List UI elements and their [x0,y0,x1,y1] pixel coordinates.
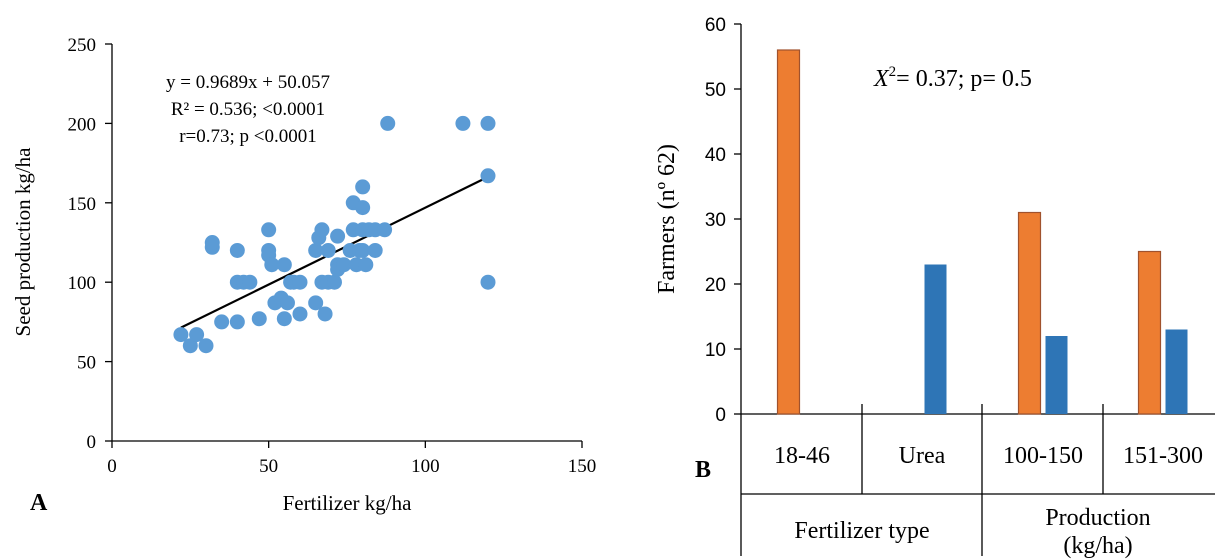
scatter-point [173,327,189,343]
scatter-point [380,115,396,131]
scatter-point [308,295,324,311]
chi-square-annotation: X2= 0.37; p= 0.5 [873,64,1032,92]
bar-panel: 0 10 20 30 40 50 60 18-46 Urea 100-150 151-300 Fe… [654,15,1215,559]
category-label: 100-150 [1003,443,1083,469]
bar-blue [924,264,947,414]
scatter-point [367,242,383,258]
bar-orange [776,49,801,415]
bar-y-tick-label: 40 [705,145,726,166]
scatter-point [355,179,371,195]
scatter-point [251,311,267,327]
regression-annotation: R² = 0.536; <0.0001 [171,99,325,120]
scatter-point [182,338,198,354]
scatter-y-tick-label: 50 [77,353,96,374]
scatter-y-tick-label: 150 [68,194,97,215]
scatter-point [189,327,205,343]
bar-blue [1045,336,1068,414]
bar-orange [1017,211,1042,415]
scatter-point [229,314,245,330]
scatter-point [355,242,371,258]
scatter-point [264,257,280,273]
scatter-point [292,306,308,322]
group-label-production-line2: (kg/ha) [1063,533,1132,559]
scatter-point [317,306,333,322]
scatter-x-axis-label: Fertilizer kg/ha [283,491,413,515]
scatter-point [358,257,374,273]
bar-y-tick-label: 20 [705,275,726,296]
bar-y-tick-label: 30 [705,210,726,231]
bar-y-tick-label: 0 [715,405,726,426]
scatter-point [455,115,471,131]
scatter-point [308,242,324,258]
scatter-point [292,274,308,290]
scatter-point [480,274,496,290]
scatter-x-tick-label: 0 [107,456,117,477]
bar-orange [1137,250,1162,415]
scatter-y-axis-label: Seed production kg/ha [11,147,35,337]
scatter-x-tick-label: 150 [568,456,597,477]
scatter-y-tick-label: 100 [68,273,97,294]
bar-y-axis-label: Farmers (nº 62) [654,144,680,294]
scatter-point [355,200,371,216]
category-label: 151-300 [1123,443,1203,469]
scatter-point [336,257,352,273]
chi-square-symbol: X [873,66,890,92]
scatter-point [214,314,230,330]
scatter-x-tick-label: 50 [259,456,278,477]
bar-y-tick-label: 50 [705,80,726,101]
scatter-point [204,235,220,250]
scatter-point [320,242,336,258]
scatter-point [377,222,393,238]
group-label-production-line1: Production [1045,505,1150,531]
regression-annotation: r=0.73; p <0.0001 [179,126,317,147]
scatter-point [480,168,496,184]
panel-label-b: B [695,457,711,483]
regression-annotation: y = 0.9689x + 50.057 [166,72,330,93]
scatter-point [279,295,295,311]
scatter-panel: 0 50 100 150 200 250 0 50 100 150 y = 0.9689x + … [11,35,596,516]
scatter-point [480,115,496,131]
panel-label-a: A [30,490,48,516]
scatter-point [276,257,292,273]
bar-y-tick-label: 60 [705,15,726,36]
scatter-point [242,274,258,290]
scatter-point [314,222,330,238]
chi-square-values: = 0.37; p= 0.5 [896,66,1032,92]
scatter-y-tick-label: 250 [68,35,97,56]
scatter-point [229,242,245,258]
scatter-point [261,222,277,238]
bar-y-tick-label: 10 [705,340,726,361]
group-label-fertilizer-type: Fertilizer type [794,518,929,544]
scatter-point [330,228,346,244]
category-label: 18-46 [774,443,830,469]
chi-square-superscript: 2 [889,64,897,80]
scatter-y-tick-label: 0 [87,432,97,453]
bar-blue [1165,329,1188,414]
scatter-x-tick-label: 100 [411,456,440,477]
scatter-point [198,338,214,354]
category-label: Urea [899,443,946,469]
scatter-point [326,274,342,290]
scatter-y-tick-label: 200 [68,114,97,135]
scatter-point [276,311,292,327]
